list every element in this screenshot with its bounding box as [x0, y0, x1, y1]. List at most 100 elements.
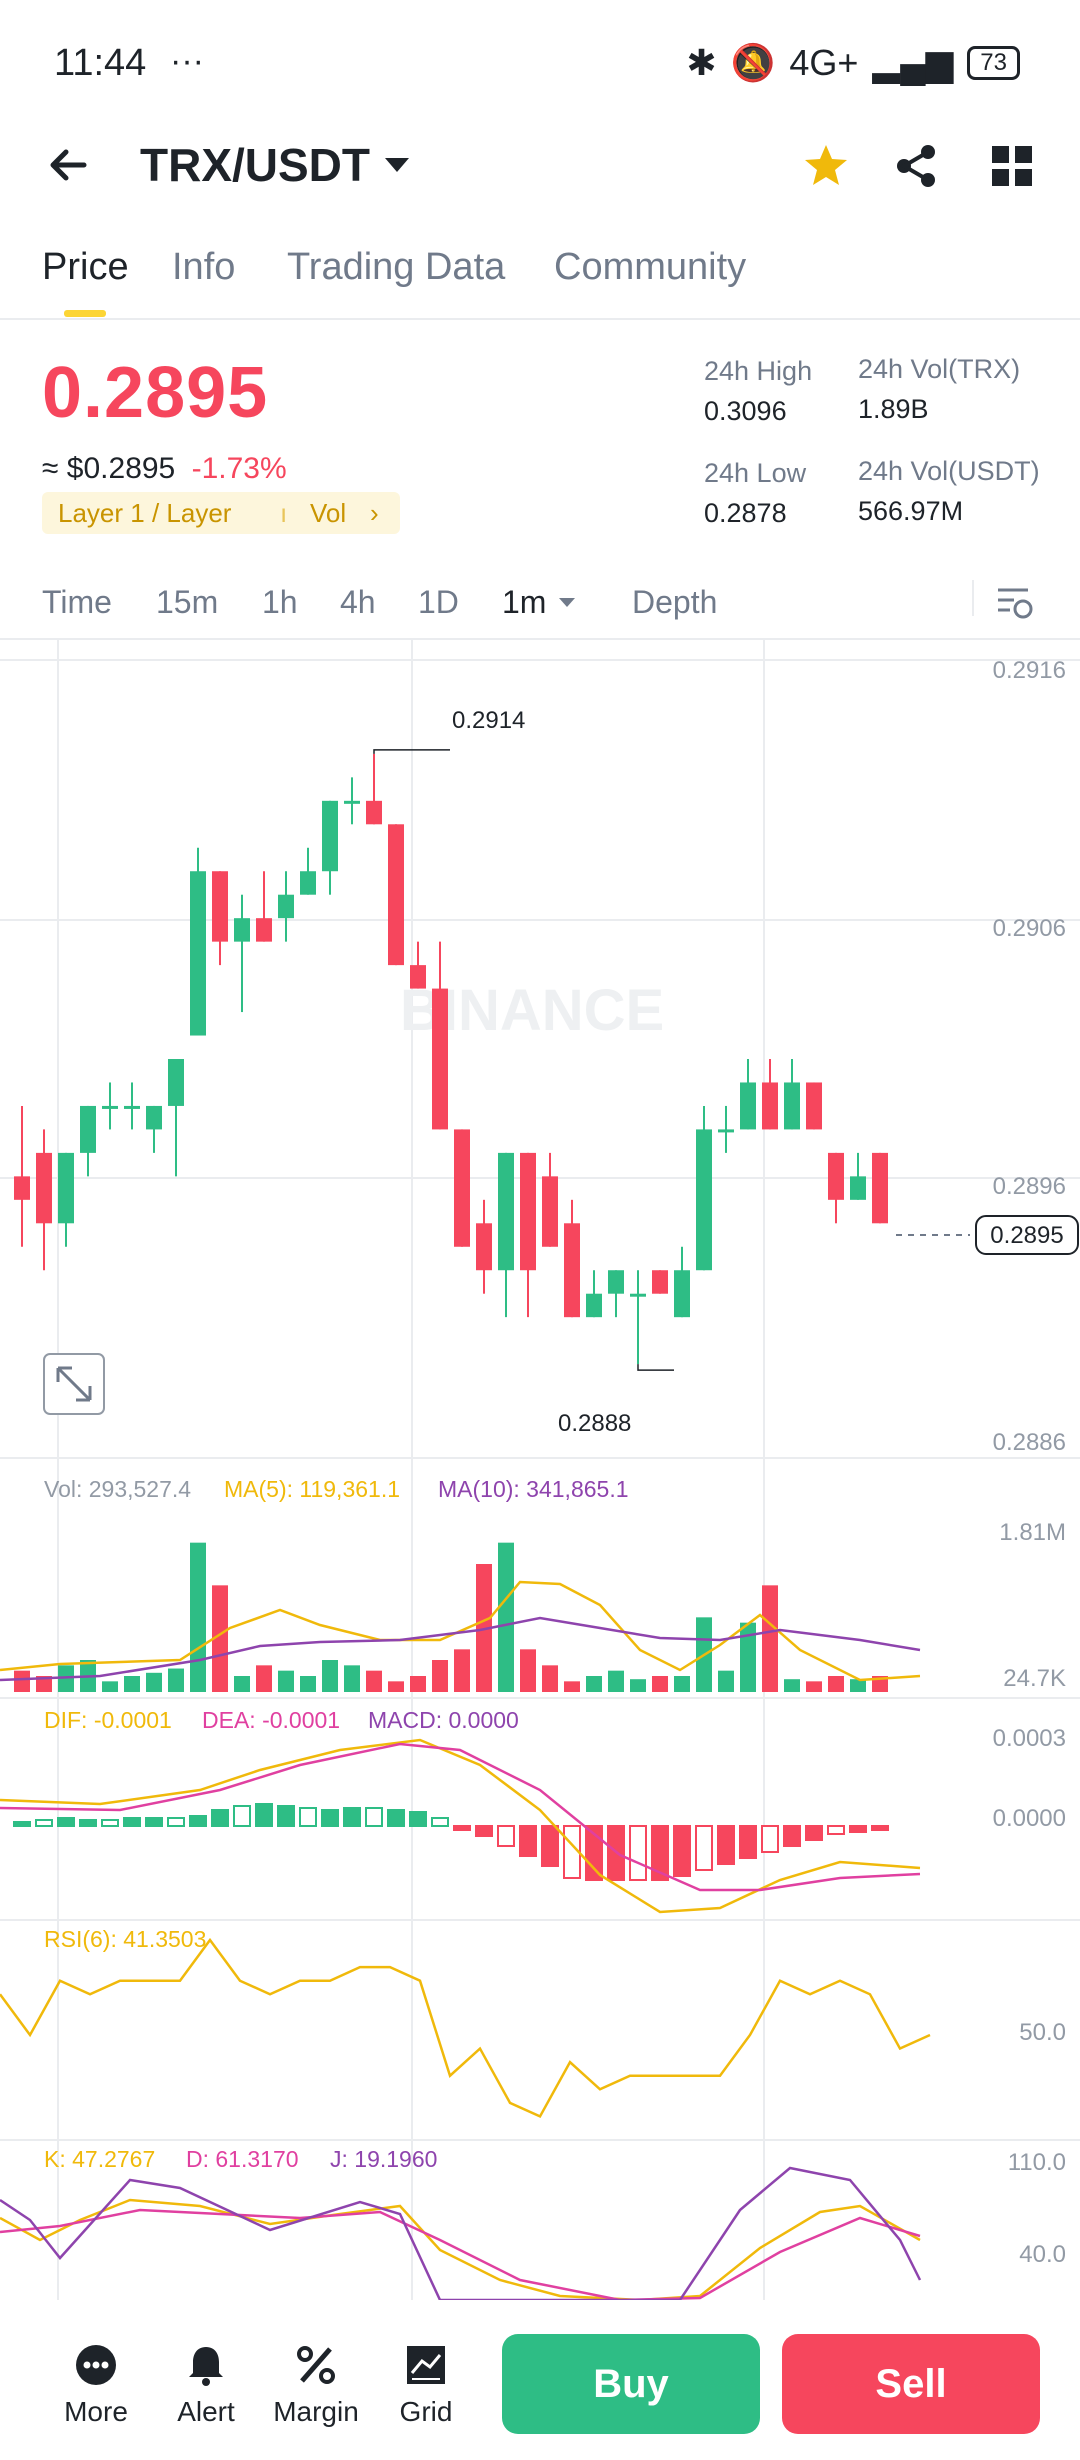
macd-bar [233, 1805, 251, 1827]
k-legend: K: 47.2767 [44, 2146, 155, 2172]
grid-button[interactable]: Grid [376, 2340, 476, 2428]
macd-bar [277, 1805, 295, 1827]
macd-bar [497, 1825, 515, 1847]
ma10-line [0, 1616, 921, 1682]
pair-selector[interactable]: TRX/USDT [140, 138, 414, 192]
share-icon[interactable] [892, 142, 940, 190]
category-tag[interactable]: Layer 1 / Layer ı Vol › [42, 492, 400, 534]
vol-usdt-label: 24h Vol(USDT) [858, 456, 1040, 486]
interval-1m[interactable]: 1m [502, 584, 578, 621]
interval-15m[interactable]: 15m [156, 584, 219, 620]
interval-1d[interactable]: 1D [418, 584, 459, 620]
interval-time[interactable]: Time [42, 584, 112, 620]
macd-bar [431, 1817, 449, 1827]
kdj-axis-mid: 40.0 [1019, 2241, 1066, 2268]
dif-line [0, 1738, 921, 1914]
volume-bar [432, 1660, 448, 1692]
candle-body [58, 1152, 74, 1224]
macd-bar [783, 1825, 801, 1847]
vol-trx-value: 1.89B [858, 394, 929, 424]
macd-axis-top: 0.0003 [993, 1725, 1066, 1752]
tab-trading-data[interactable]: Trading Data [287, 246, 506, 288]
volume-bar [322, 1660, 338, 1692]
candle-body [146, 1105, 162, 1130]
rsi-line [0, 1937, 931, 2119]
volume-bar [498, 1542, 514, 1692]
price-axis-label: 0.2906 [993, 915, 1066, 942]
volume-bar [542, 1665, 558, 1692]
candle-body [14, 1176, 30, 1200]
candle-body [344, 800, 360, 804]
vol-axis-top: 1.81M [999, 1519, 1066, 1546]
margin-button[interactable]: Margin [266, 2340, 366, 2428]
candle-body [762, 1082, 778, 1130]
chevron-right-icon: › [370, 498, 379, 528]
macd-bar [387, 1809, 405, 1827]
alert-button[interactable]: Alert [156, 2340, 256, 2428]
candle-body [366, 800, 382, 825]
interval-1m-label: 1m [502, 584, 547, 620]
high-marker-line [373, 749, 450, 754]
sell-button[interactable]: Sell [782, 2334, 1040, 2434]
macd-bar [57, 1817, 75, 1827]
candle-body [718, 1129, 734, 1133]
current-price-label: 0.2895 [990, 1222, 1063, 1249]
candle-body [256, 918, 272, 942]
volume-bar [850, 1679, 866, 1692]
volume-bar [278, 1670, 294, 1692]
kline-chart[interactable]: BINANCE 0.2916 0.2906 0.2896 0.2886 0.28… [0, 640, 1080, 2300]
volume-bar [14, 1670, 30, 1692]
volume-bar [366, 1670, 382, 1692]
candle-body [278, 894, 294, 919]
dif-legend: DIF: -0.0001 [44, 1707, 172, 1733]
active-tab-indicator [64, 310, 106, 317]
tag-vol: Vol [310, 498, 347, 528]
volume-bar [36, 1676, 52, 1692]
price-axis-label: 0.2886 [993, 1429, 1066, 1456]
rsi-legend: RSI(6): 41.3503 [44, 1926, 206, 1952]
candle-body [454, 1129, 470, 1247]
macd-bar [717, 1825, 735, 1865]
candle-body [432, 988, 448, 1130]
chart-settings-icon[interactable] [994, 582, 1034, 622]
grid-layout-icon[interactable] [990, 144, 1034, 188]
volume-bar [828, 1676, 844, 1692]
macd-bar [123, 1817, 141, 1827]
candle-body [652, 1270, 668, 1294]
fullscreen-button[interactable] [43, 1353, 105, 1415]
candle-body [586, 1293, 602, 1318]
volume-bar [608, 1670, 624, 1692]
tab-info[interactable]: Info [172, 246, 236, 288]
bell-icon [189, 2347, 223, 2386]
status-time: 11:44 [54, 42, 147, 84]
macd-bar [585, 1825, 603, 1881]
chart-grid [0, 640, 1080, 2300]
more-button[interactable]: More [46, 2340, 146, 2428]
candle-body [102, 1105, 118, 1109]
ma10-legend: MA(10): 341,865.1 [438, 1476, 629, 1502]
price-axis-label: 0.2896 [993, 1173, 1066, 1200]
interval-depth[interactable]: Depth [632, 584, 718, 620]
volume-bar [740, 1622, 756, 1692]
volume-bar [102, 1681, 118, 1692]
interval-4h[interactable]: 4h [340, 584, 376, 620]
buy-button[interactable]: Buy [502, 2334, 760, 2434]
candle-body [674, 1270, 690, 1318]
tab-price[interactable]: Price [42, 246, 129, 288]
signal-icon: ▂▄▆ [872, 42, 954, 83]
macd-bar [695, 1825, 713, 1871]
price-change: -1.73% [191, 452, 287, 485]
mute-icon: 🔕 [730, 42, 776, 83]
tab-community[interactable]: Community [554, 246, 747, 288]
volume-bar [190, 1542, 206, 1692]
pair-title: TRX/USDT [140, 139, 370, 191]
interval-1h[interactable]: 1h [262, 584, 298, 620]
candle-body [190, 871, 206, 1036]
macd-bar [673, 1825, 691, 1877]
back-arrow-icon[interactable] [44, 140, 94, 190]
volume-bar [784, 1679, 800, 1692]
macd-axis-mid: 0.0000 [993, 1805, 1066, 1832]
favorite-star-icon[interactable] [802, 142, 850, 190]
interval-bar: Time 15m 1h 4h 1D 1m Depth [0, 570, 1080, 640]
high-marker-label: 0.2914 [452, 707, 525, 734]
